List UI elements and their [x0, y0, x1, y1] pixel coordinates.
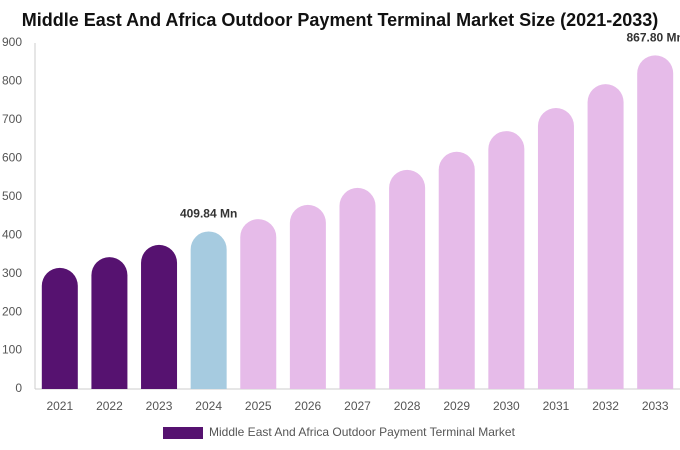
x-tick-label: 2032: [592, 399, 619, 413]
y-tick-label: 300: [2, 266, 22, 280]
bar: [587, 84, 624, 389]
x-tick-label: 2027: [344, 399, 371, 413]
x-tick-label: 2025: [245, 399, 272, 413]
x-tick-label: 2028: [394, 399, 421, 413]
x-tick-label: 2031: [543, 399, 570, 413]
x-tick-label: 2024: [195, 399, 222, 413]
bar: [289, 204, 326, 389]
bar: [240, 219, 277, 389]
bar: [91, 257, 128, 389]
bar: [141, 244, 178, 389]
bar: [537, 107, 574, 390]
bar: [190, 231, 227, 389]
bar: [389, 169, 426, 389]
x-tick-label: 2021: [46, 399, 73, 413]
legend-label: Middle East And Africa Outdoor Payment T…: [209, 425, 516, 439]
x-tick-label: 2023: [146, 399, 173, 413]
y-tick-label: 800: [2, 74, 22, 88]
x-tick-label: 2026: [295, 399, 322, 413]
chart-title: Middle East And Africa Outdoor Payment T…: [22, 10, 659, 30]
bar: [339, 187, 376, 389]
y-tick-label: 600: [2, 151, 22, 165]
y-tick-label: 900: [2, 35, 22, 49]
legend-swatch: [163, 427, 203, 439]
x-tick-label: 2030: [493, 399, 520, 413]
x-tick-label: 2033: [642, 399, 669, 413]
y-tick-label: 400: [2, 227, 22, 241]
bar: [488, 131, 525, 390]
y-tick-label: 0: [15, 381, 22, 395]
y-tick-label: 500: [2, 189, 22, 203]
x-tick-label: 2029: [443, 399, 470, 413]
y-tick-label: 200: [2, 304, 22, 318]
x-tick-label: 2022: [96, 399, 123, 413]
bar: [637, 55, 674, 389]
value-label: 867.80 Mn: [627, 31, 680, 45]
bar: [438, 151, 475, 389]
y-tick-label: 100: [2, 343, 22, 357]
value-label: 409.84 Mn: [180, 207, 237, 221]
y-tick-label: 700: [2, 112, 22, 126]
bar: [41, 267, 78, 389]
